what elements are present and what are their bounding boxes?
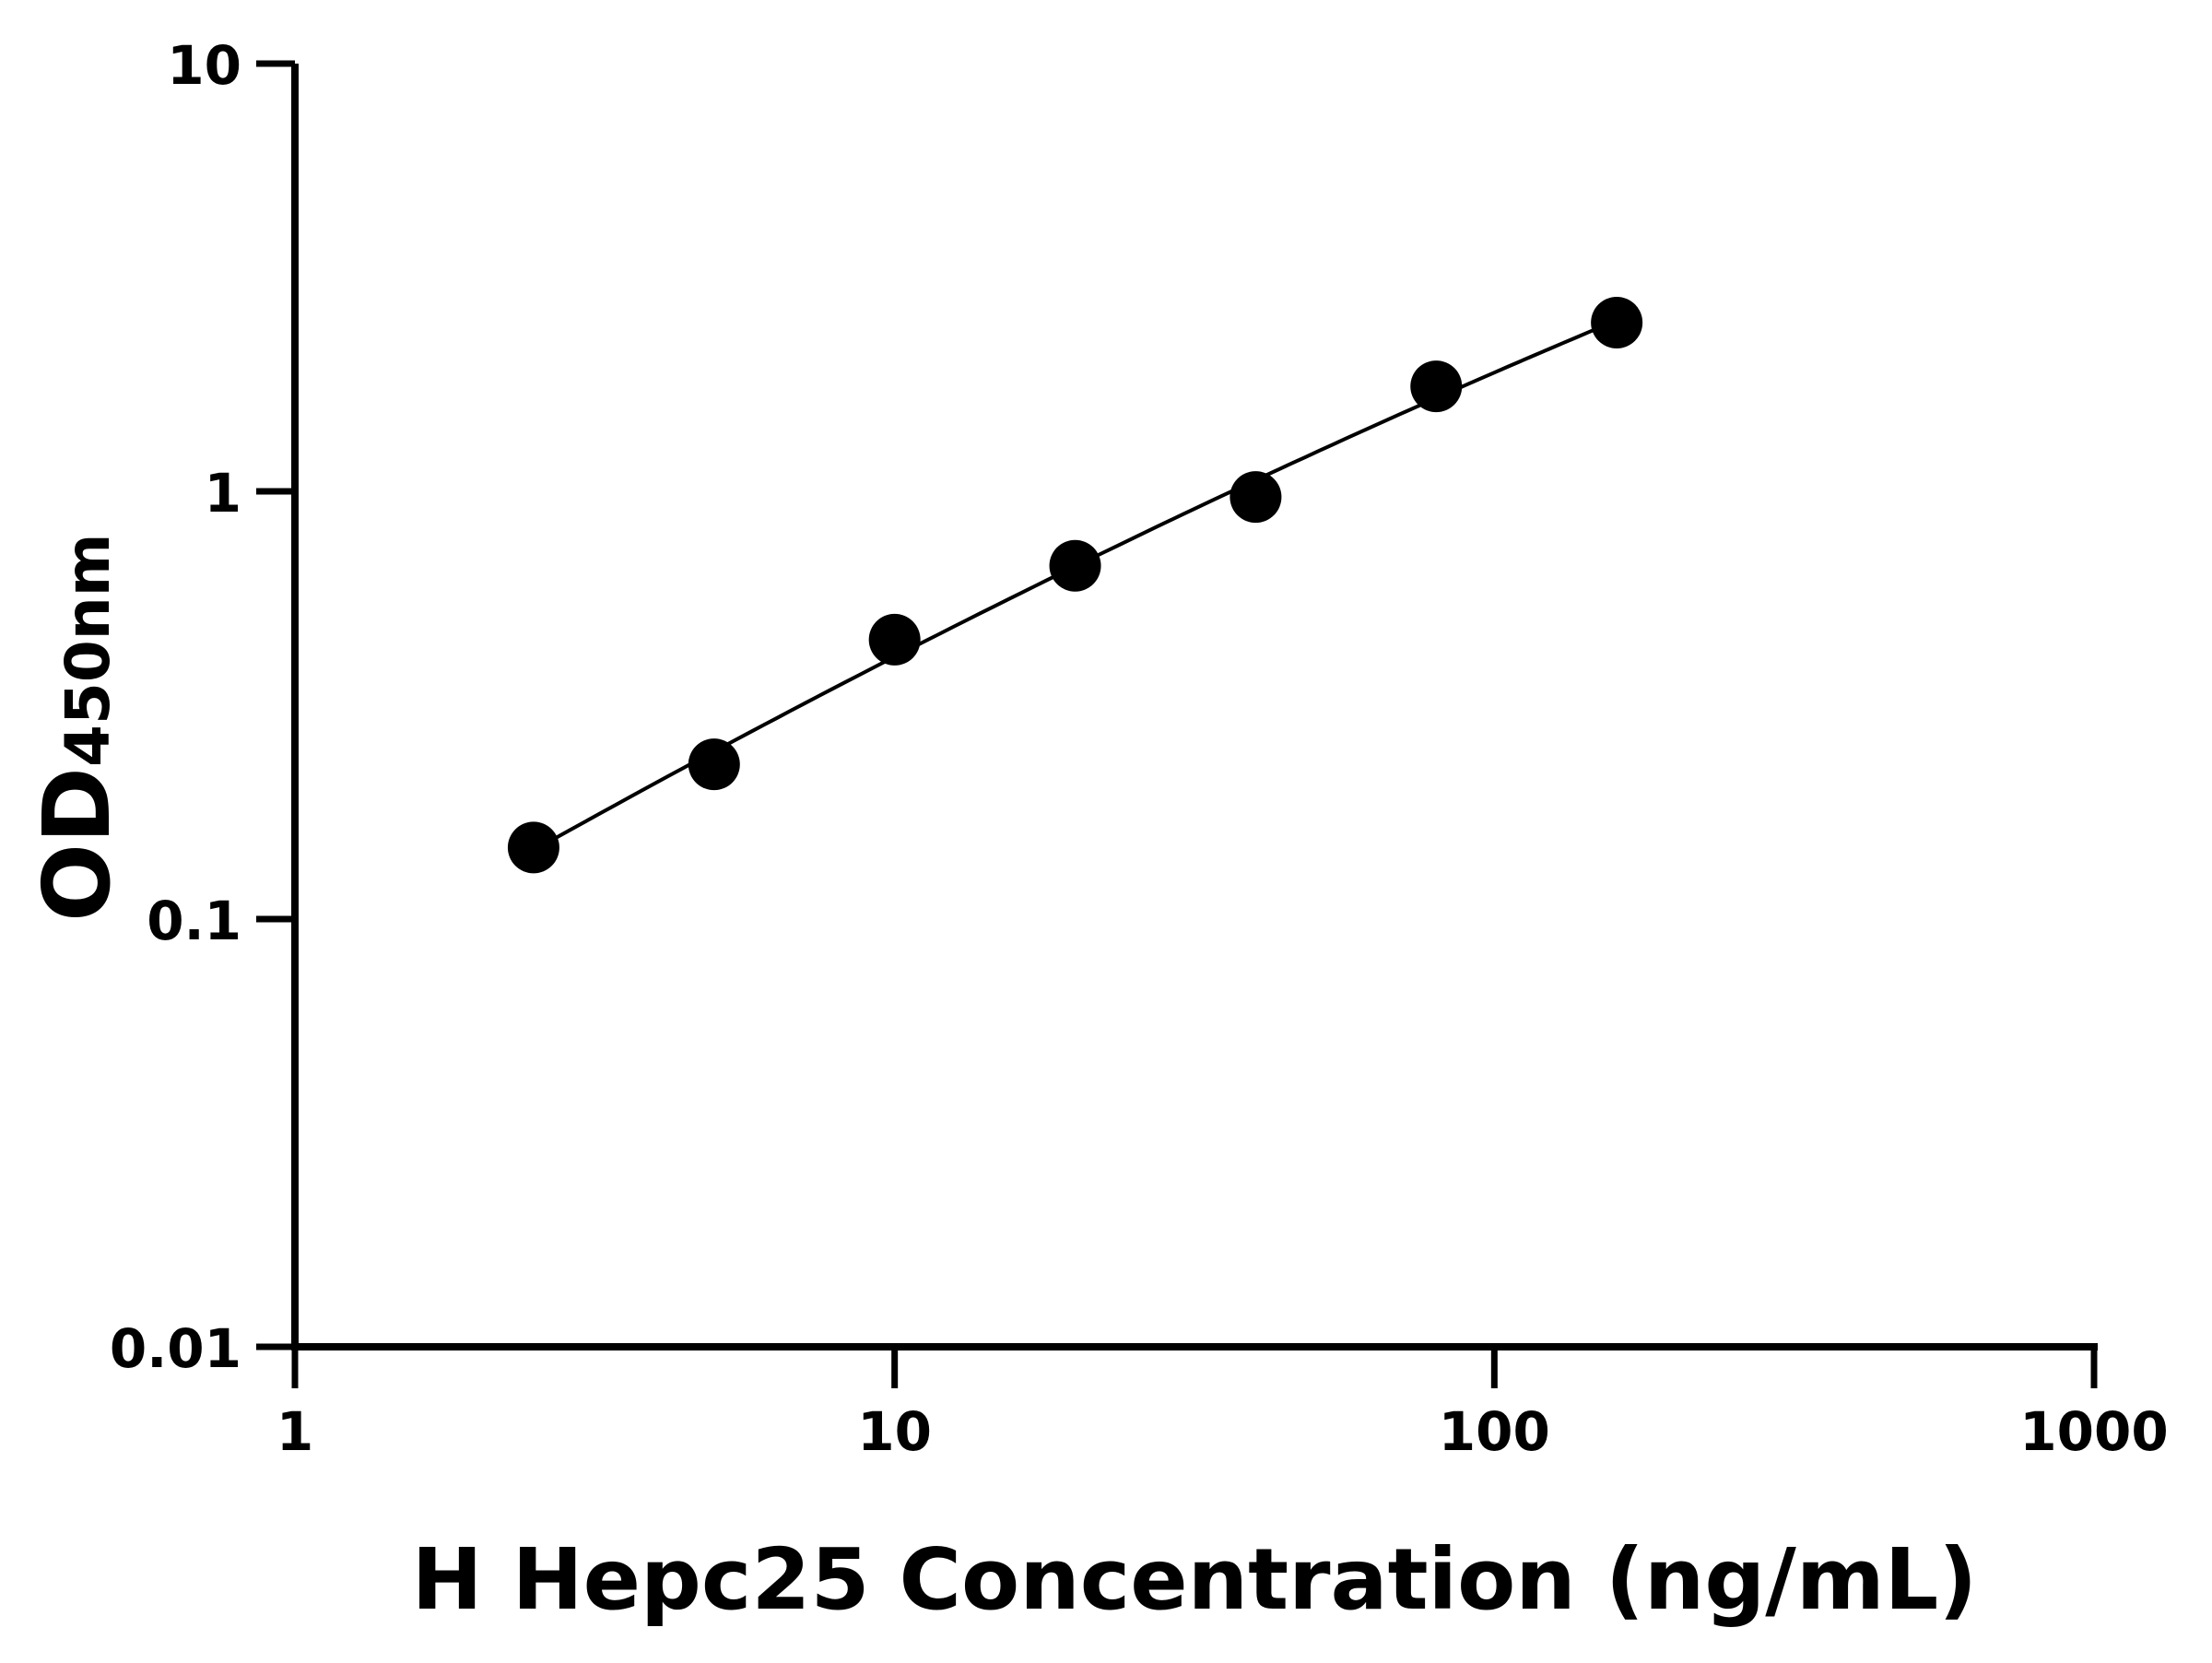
data-points — [507, 296, 1643, 874]
x-tick-label: 1 — [276, 1400, 313, 1463]
y-tick-label: 0.01 — [110, 1317, 241, 1380]
y-tick-label: 0.1 — [147, 890, 241, 952]
y-axis-label-sub: 450nm — [53, 533, 124, 767]
data-point — [507, 821, 559, 874]
y-tick-label: 10 — [167, 34, 241, 97]
x-tick-label: 10 — [857, 1400, 932, 1463]
x-axis-label: H Hepc25 Concentration (ng/mL) — [412, 1530, 1978, 1629]
data-point — [868, 613, 921, 666]
x-tick-label: 1000 — [2019, 1400, 2168, 1463]
y-axis-label-main: OD — [23, 767, 131, 922]
x-tick-label: 100 — [1439, 1400, 1550, 1463]
data-point — [1049, 539, 1101, 592]
data-point — [1591, 296, 1643, 348]
data-point — [1410, 360, 1463, 413]
data-point — [688, 738, 740, 791]
data-point — [1230, 471, 1282, 524]
y-axis-label: OD450nm — [23, 533, 131, 922]
axes: 1 10 100 1000 0.01 0.1 1 10 — [110, 34, 2169, 1463]
y-tick-label: 1 — [205, 462, 241, 525]
